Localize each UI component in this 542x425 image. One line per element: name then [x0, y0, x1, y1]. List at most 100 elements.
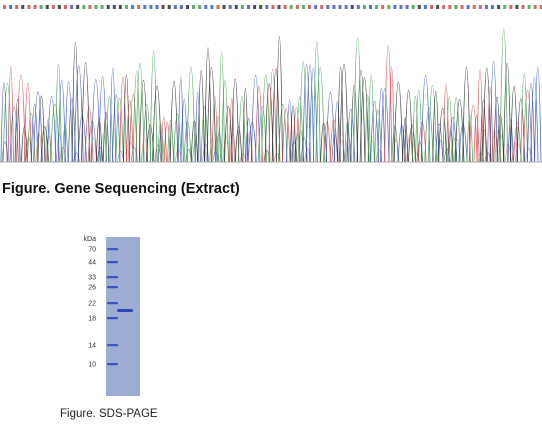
sequence-glyph: [253, 5, 257, 9]
trace-peak: [513, 122, 522, 163]
sequence-glyph: [15, 5, 19, 9]
trace-peak: [228, 97, 235, 163]
sequence-glyph: [234, 5, 238, 9]
trace-peak: [286, 100, 294, 163]
sequence-glyph: [88, 5, 92, 9]
trace-peak: [289, 105, 297, 163]
trace-peak: [45, 119, 52, 163]
trace-peak: [353, 38, 363, 163]
sequence-glyph: [509, 5, 513, 9]
trace-peak: [7, 66, 14, 163]
trace-peak: [278, 104, 288, 163]
trace-peak: [427, 85, 437, 163]
sequence-letters: [3, 5, 542, 9]
sequence-glyph: [484, 5, 488, 9]
trace-peak: [157, 123, 164, 163]
trace-peak: [169, 81, 179, 163]
trace-peak: [338, 140, 345, 163]
sequence-glyph: [369, 5, 372, 9]
sequence-glyph: [70, 5, 74, 9]
sequence-glyph: [228, 5, 232, 9]
trace-peak: [302, 64, 311, 163]
trace-peak: [2, 83, 13, 163]
sequence-glyph: [332, 5, 336, 9]
sequence-glyph: [76, 5, 80, 9]
marker-band: [107, 261, 118, 264]
trace-peak: [375, 149, 383, 163]
sequence-glyph: [143, 5, 147, 9]
trace-peak: [173, 113, 182, 163]
trace-peak: [264, 83, 274, 163]
sequence-glyph: [9, 5, 13, 9]
sequence-glyph: [478, 5, 482, 9]
trace-peak: [462, 66, 471, 163]
trace-peak: [438, 108, 447, 163]
trace-peak: [37, 95, 46, 163]
trace-peak: [473, 114, 480, 163]
trace-peak: [420, 74, 431, 163]
trace-peak: [275, 36, 283, 163]
marker-label: 18: [88, 316, 96, 323]
sequence-glyph: [161, 5, 165, 9]
sequence-glyph: [192, 5, 196, 9]
trace-peak: [436, 139, 444, 163]
trace-peak: [432, 90, 440, 163]
sequence-glyph: [82, 5, 86, 9]
trace-peak: [273, 153, 281, 163]
sequence-glyph: [51, 5, 55, 9]
gel-caption: Figure. SDS-PAGE: [60, 408, 158, 420]
trace-peak: [152, 86, 162, 163]
trace-peak: [388, 67, 395, 163]
sequence-glyph: [125, 5, 128, 9]
trace-peak: [202, 143, 209, 163]
trace-peak: [109, 67, 117, 163]
trace-peak: [81, 62, 91, 163]
trace-peak: [380, 88, 390, 163]
trace-peak: [499, 28, 508, 163]
sequence-glyph: [381, 5, 385, 9]
trace-peak: [1, 141, 9, 163]
trace-peak: [229, 134, 237, 163]
sequence-glyph: [222, 5, 226, 9]
sequence-glyph: [186, 5, 189, 9]
trace-peak: [424, 107, 434, 163]
sequence-glyph: [179, 5, 183, 9]
trace-peak: [393, 82, 404, 163]
sequence-glyph: [314, 5, 318, 9]
trace-peak: [364, 94, 371, 163]
trace-peak: [522, 90, 533, 163]
marker-band: [107, 302, 118, 305]
trace-peak: [142, 103, 152, 163]
trace-peak: [105, 95, 114, 163]
trace-peak: [245, 118, 253, 163]
sequence-glyph: [344, 5, 348, 9]
sequence-glyph: [131, 5, 135, 9]
trace-peak: [14, 98, 21, 163]
trace-peak: [325, 92, 336, 163]
sequence-glyph: [539, 5, 542, 9]
sequence-glyph: [430, 5, 433, 9]
marker-label: 33: [88, 275, 96, 282]
sequence-glyph: [247, 5, 250, 9]
sequence-glyph: [295, 5, 299, 9]
marker-band: [107, 317, 118, 320]
marker-label: 10: [88, 362, 96, 369]
trace-peak: [466, 115, 474, 163]
marker-label: 26: [88, 285, 96, 292]
marker-ladder: 70 44 33 26 22 18 14 10: [88, 247, 118, 369]
trace-peak: [73, 66, 84, 163]
trace-peak: [507, 119, 514, 163]
sample-band: [117, 309, 133, 312]
sequence-glyph: [399, 5, 403, 9]
trace-peak: [237, 96, 247, 163]
trace-peak: [123, 74, 130, 163]
trace-peak: [282, 108, 291, 163]
sequence-glyph: [308, 5, 311, 9]
sequencing-caption: Figure. Gene Sequencing (Extract): [2, 181, 240, 197]
trace-peak: [412, 95, 419, 163]
trace-peak: [339, 64, 349, 163]
sequence-glyph: [204, 5, 208, 9]
sequence-glyph: [173, 5, 177, 9]
sequence-glyph: [454, 5, 458, 9]
